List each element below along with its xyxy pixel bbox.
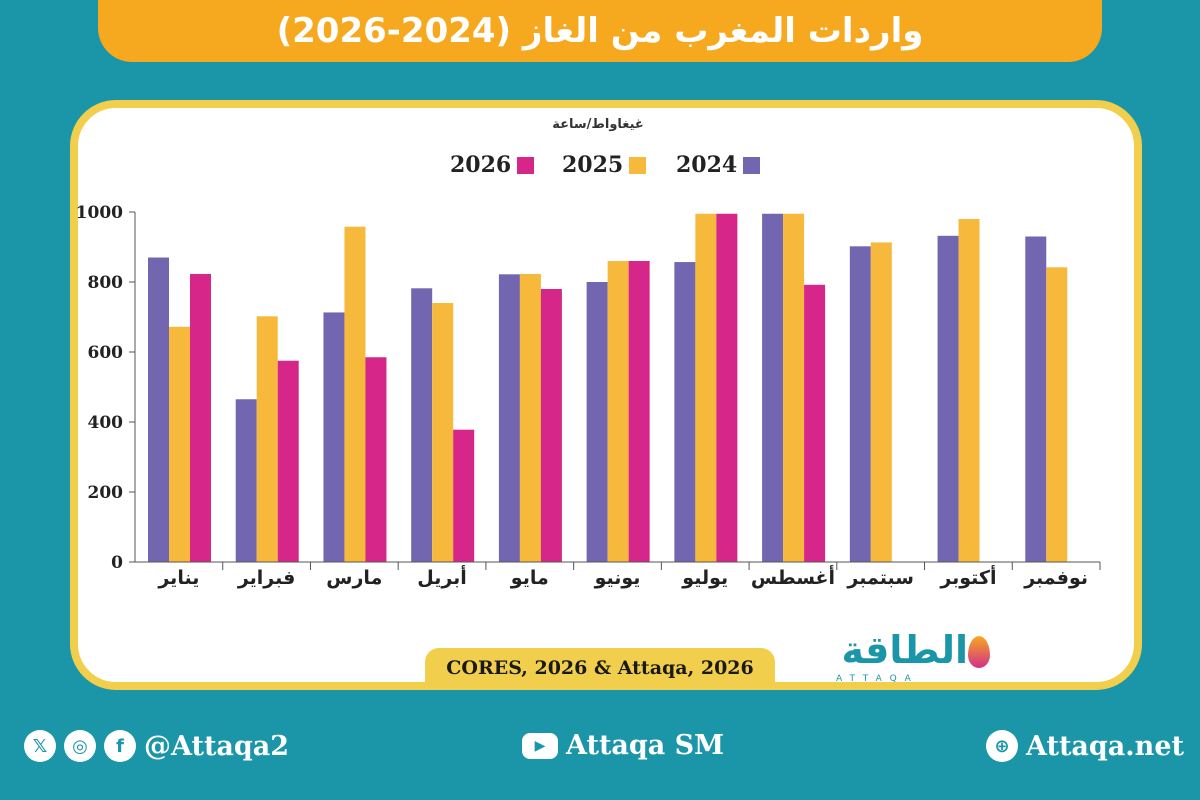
footer-youtube: ▶ Attaqa SM xyxy=(522,730,724,761)
globe-icon[interactable]: ⊕ xyxy=(986,730,1018,762)
bar-2025-2 xyxy=(256,316,278,562)
bar-2024-1 xyxy=(148,257,169,562)
axes-group: يناير فبراير مارس أبريل مايو يونيو يوليو أغسطس س… xyxy=(76,203,1101,589)
source-text: CORES, 2026 & Attaqa, 2026 xyxy=(446,657,754,679)
logo-drop-icon xyxy=(968,636,990,668)
bar-2024-6 xyxy=(586,282,608,562)
attaqa-logo: الطاقة ATTAQA xyxy=(828,628,998,688)
x-tick-label: سبتمبر xyxy=(846,567,914,589)
y-tick-label: 1000 xyxy=(76,203,123,223)
x-tick-label: مارس xyxy=(326,567,382,589)
bar-2025-6 xyxy=(607,261,629,562)
bar-2024-3 xyxy=(323,312,345,562)
bar-2024-4 xyxy=(411,288,433,562)
instagram-icon[interactable]: ◎ xyxy=(64,730,96,762)
y-tick-label: 0 xyxy=(111,553,123,573)
y-tick-label: 800 xyxy=(88,273,124,293)
legend-label-2025: 2025 xyxy=(562,152,624,178)
social-handle[interactable]: @Attaqa2 xyxy=(144,730,290,762)
y-tick-label: 200 xyxy=(88,483,124,503)
bar-2025-10 xyxy=(958,219,980,562)
y-tick-label: 400 xyxy=(88,413,124,433)
bar-2025-8 xyxy=(783,213,805,562)
bar-2026-7 xyxy=(716,213,738,562)
bar-2026-1 xyxy=(190,273,211,562)
bar-2026-8 xyxy=(804,284,826,562)
legend: 2024 2025 2026 xyxy=(0,152,1200,184)
bars-group xyxy=(148,213,1068,563)
x-tick-label: أكتوبر xyxy=(939,565,996,589)
youtube-handle[interactable]: Attaqa SM xyxy=(566,730,725,761)
footer: 𝕏 ◎ f @Attaqa2 ▶ Attaqa SM ⊕ Attaqa.net xyxy=(0,730,1200,780)
bar-2026-4 xyxy=(453,429,475,562)
unit-label: غيغاواط/ساعة xyxy=(0,117,1200,132)
legend-item-2025: 2025 xyxy=(562,152,647,178)
legend-item-2026: 2026 xyxy=(450,152,535,178)
legend-item-2024: 2024 xyxy=(676,152,761,178)
page-title: واردات المغرب من الغاز (2024-2026) xyxy=(276,11,924,51)
bar-2024-8 xyxy=(762,213,784,562)
x-tick-label: أبريل xyxy=(417,565,467,589)
legend-swatch-2024 xyxy=(743,156,761,174)
footer-website: ⊕ Attaqa.net xyxy=(986,730,1184,762)
legend-swatch-2026 xyxy=(517,156,535,174)
title-bar: واردات المغرب من الغاز (2024-2026) xyxy=(98,0,1102,62)
legend-swatch-2025 xyxy=(629,156,647,174)
legend-label-2024: 2024 xyxy=(676,152,738,178)
bar-2026-3 xyxy=(365,357,387,562)
x-tick-label: يناير xyxy=(157,567,199,589)
logo-subtitle: ATTAQA xyxy=(836,674,919,684)
bar-2026-2 xyxy=(277,360,299,562)
x-tick-label: يوليو xyxy=(681,567,728,589)
bar-2024-11 xyxy=(1025,236,1047,562)
bar-2025-1 xyxy=(169,326,190,562)
logo-word: الطاقة xyxy=(841,628,968,672)
source-box: CORES, 2026 & Attaqa, 2026 xyxy=(425,648,775,688)
bar-2025-4 xyxy=(432,303,454,562)
bar-2025-7 xyxy=(695,213,717,562)
bar-2024-7 xyxy=(674,262,696,562)
bar-2026-6 xyxy=(628,261,650,562)
facebook-icon[interactable]: f xyxy=(104,730,136,762)
bar-2025-11 xyxy=(1046,267,1068,562)
legend-label-2026: 2026 xyxy=(450,152,512,178)
x-tick-label: فبراير xyxy=(237,567,295,589)
bar-2024-9 xyxy=(849,246,871,563)
bar-2024-10 xyxy=(937,235,959,563)
footer-social: 𝕏 ◎ f @Attaqa2 xyxy=(24,730,289,762)
unit-label-text: غيغاواط/ساعة xyxy=(552,117,644,132)
y-tick-label: 600 xyxy=(88,343,124,363)
website-link[interactable]: Attaqa.net xyxy=(1026,730,1184,762)
bar-2025-5 xyxy=(519,273,541,562)
x-tick-label: مايو xyxy=(510,567,549,589)
bar-2026-5 xyxy=(540,289,562,562)
x-tick-label: نوفمبر xyxy=(1023,567,1088,589)
bar-2024-5 xyxy=(498,274,520,562)
bar-2025-9 xyxy=(870,242,892,562)
x-tick-label: يونيو xyxy=(594,567,641,589)
x-tick-label: أغسطس xyxy=(751,565,835,589)
bar-2025-3 xyxy=(344,226,366,562)
bar-2024-2 xyxy=(235,399,257,562)
youtube-icon[interactable]: ▶ xyxy=(522,732,558,759)
x-icon[interactable]: 𝕏 xyxy=(24,730,56,762)
